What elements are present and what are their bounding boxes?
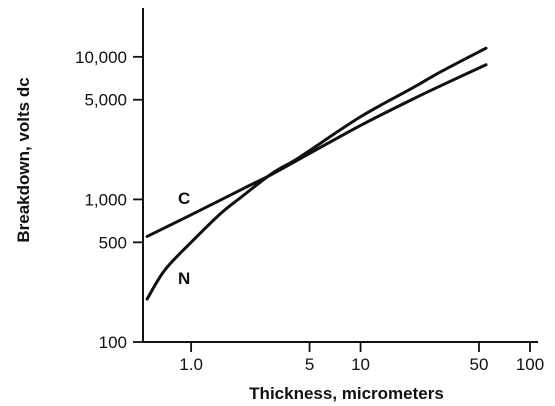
series-n-label: N	[178, 269, 190, 288]
x-tick-label: 100	[516, 355, 544, 374]
labels: 100 500 1,000 5,000 10,000 1.0 5 10 50 100 Thickne…	[14, 48, 544, 403]
series-c-line	[145, 63, 488, 238]
y-tick-label: 100	[99, 333, 127, 352]
x-tick-label: 5	[305, 355, 314, 374]
y-tick-label: 1,000	[84, 190, 127, 209]
x-axis-title: Thickness, micrometers	[249, 384, 444, 403]
series-n-line	[145, 46, 488, 301]
y-tick-label: 5,000	[84, 91, 127, 110]
axes	[133, 8, 538, 352]
y-tick-label: 10,000	[75, 48, 127, 67]
y-tick-label: 500	[99, 233, 127, 252]
x-tick-label: 1.0	[179, 355, 203, 374]
curves	[145, 46, 488, 301]
x-tick-label: 50	[470, 355, 489, 374]
series-c-label: C	[178, 189, 190, 208]
x-tick-label: 10	[351, 355, 370, 374]
y-axis-title: Breakdown, volts dc	[14, 77, 33, 242]
